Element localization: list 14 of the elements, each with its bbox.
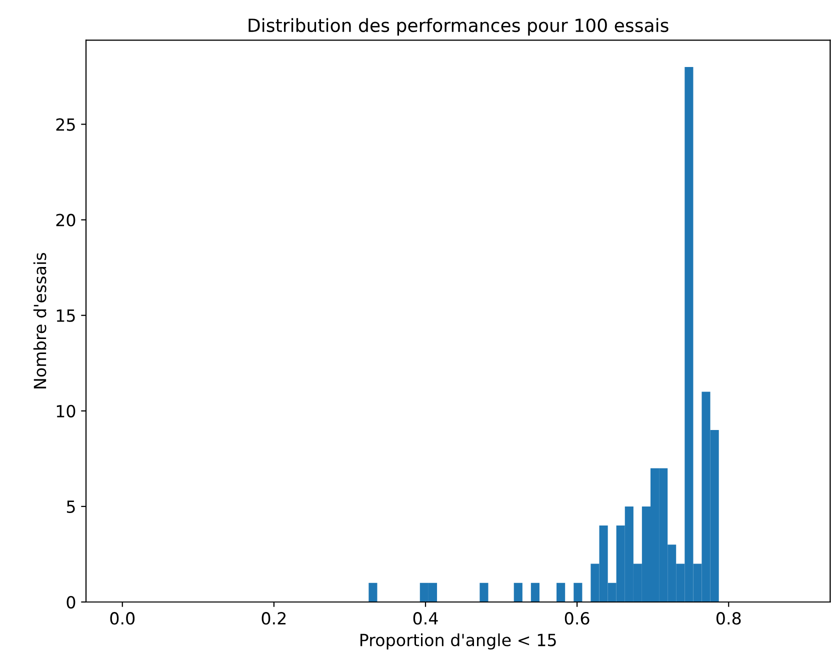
x-tick-label: 0.0 bbox=[110, 612, 135, 625]
y-tick-label: 20 bbox=[56, 214, 76, 226]
x-tick-label: 0.8 bbox=[716, 612, 741, 625]
x-tick-label: 0.6 bbox=[564, 612, 590, 625]
x-axis-title: Proportion d'angle < 15 bbox=[360, 633, 556, 650]
y-tick-label: 25 bbox=[56, 118, 75, 131]
y-tick-label: 15 bbox=[56, 310, 75, 322]
y-tick-label: 0 bbox=[66, 596, 76, 609]
y-axis-title: Nombre d'essais bbox=[33, 253, 46, 388]
y-tick-label: 5 bbox=[66, 500, 75, 514]
x-tick-label: 0.4 bbox=[413, 612, 438, 625]
chart-title: Distribution des performances pour 100 essais bbox=[248, 18, 668, 36]
x-tick-label: 0.2 bbox=[262, 612, 286, 625]
y-tick-label: 10 bbox=[56, 404, 76, 418]
